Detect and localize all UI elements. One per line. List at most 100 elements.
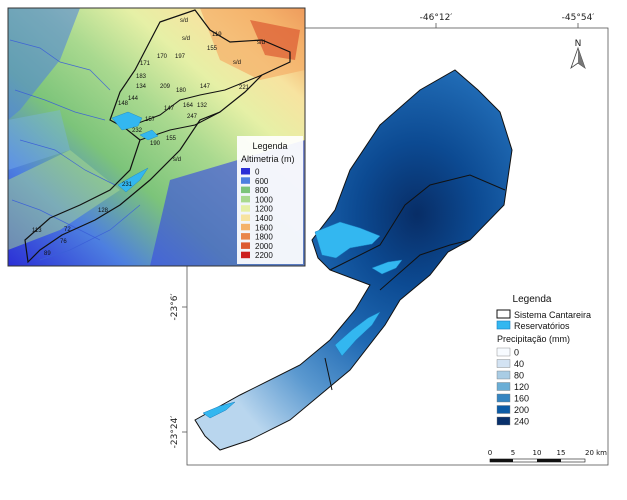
station-label: 144	[128, 96, 139, 102]
station-label: 232	[132, 128, 143, 134]
precip-swatch	[496, 370, 511, 380]
precip-class-label: 0	[514, 348, 519, 358]
elevation-swatch	[241, 177, 250, 184]
elevation-swatch	[241, 195, 250, 203]
station-label: 157	[145, 117, 156, 123]
station-label: 247	[187, 114, 198, 120]
precip-swatch	[496, 405, 511, 414]
station-label: 164	[183, 103, 194, 109]
scale-label: 10	[533, 449, 542, 457]
station-label: 89	[44, 251, 51, 257]
scale-label: 0	[488, 449, 492, 457]
precip-swatch	[496, 347, 511, 357]
precip-class-label: 240	[514, 417, 529, 427]
legend-boundary-label: Sistema Cantareira	[514, 310, 591, 320]
elevation-swatch	[241, 242, 250, 249]
elevation-class-label: 1400	[255, 214, 273, 223]
inset-legend-title: Legenda	[252, 141, 287, 151]
precip-class-label: 160	[514, 394, 529, 404]
graticule-ticks	[182, 23, 579, 433]
precip-class-label: 40	[514, 359, 524, 369]
station-label: 155	[166, 136, 177, 142]
station-label: 148	[118, 101, 129, 107]
reservoir-paiva-castro	[202, 401, 236, 419]
station-label: 134	[136, 84, 147, 90]
station-label: 197	[175, 54, 186, 60]
precip-class-label: 80	[514, 371, 524, 381]
scale-label: 15	[557, 449, 566, 457]
subbasin-boundary-2	[379, 239, 471, 291]
precip-class-label: 200	[514, 405, 529, 415]
station-label: 147	[164, 106, 175, 112]
elevation-class-label: 800	[255, 186, 269, 195]
legend-reservoir-label: Reservatórios	[514, 321, 570, 331]
elevation-class-label: 600	[255, 177, 269, 186]
station-label: 171	[140, 61, 151, 67]
north-arrow-icon	[570, 46, 586, 70]
station-label: 119	[212, 32, 222, 38]
station-label: s/d	[173, 157, 181, 163]
lat-label-1: -23°6′	[170, 294, 180, 321]
station-label: s/d	[182, 36, 190, 42]
reservoirs	[202, 221, 403, 419]
inset-station-labels: s/d 119 s/d 170 197 155 s/d 171 s/d 183 134 209 180 1…	[32, 18, 265, 257]
legend-reservoir-swatch	[496, 320, 511, 330]
lon-label-1: -46°12′	[420, 13, 453, 23]
legend-title: Legenda	[513, 294, 552, 305]
station-label: 190	[150, 141, 161, 147]
elevation-class-label: 1000	[255, 195, 273, 204]
precip-swatch	[496, 393, 511, 403]
legend-boundary-swatch	[496, 309, 511, 319]
precip-class-label: 120	[514, 382, 529, 392]
lon-label-2: -45°54′	[562, 13, 595, 23]
scale-bar	[489, 458, 586, 463]
reservoir-cachoeira	[371, 259, 403, 275]
station-label: 76	[60, 239, 67, 245]
elevation-swatch	[241, 205, 250, 212]
station-label: s/d	[233, 60, 241, 66]
lat-label-2: -23°24′	[170, 416, 180, 449]
precip-swatch	[496, 382, 511, 391]
elevation-class-label: 2200	[255, 251, 273, 260]
reservoir-atibainha	[334, 311, 381, 357]
elevation-class-label: 1200	[255, 205, 273, 214]
scale-label: 5	[511, 449, 515, 457]
subbasin-boundary-1	[329, 174, 506, 271]
station-label: 132	[197, 103, 208, 109]
elevation-class-label: 0	[255, 168, 260, 177]
elevation-class-label: 1600	[255, 223, 273, 232]
station-label: s/d	[180, 18, 188, 24]
station-label: 209	[160, 84, 171, 90]
station-label: 221	[239, 85, 250, 91]
inset-frame	[7, 7, 306, 267]
station-label: 231	[122, 182, 133, 188]
elevation-swatch	[241, 186, 250, 194]
station-label: 180	[176, 88, 187, 94]
elevation-class-label: 1800	[255, 233, 273, 242]
station-label: 113	[32, 228, 42, 234]
elevation-swatch	[241, 233, 250, 240]
elevation-swatch	[241, 223, 250, 231]
legend-precip-title: Precipitação (mm)	[497, 334, 570, 344]
elevation-swatch	[241, 214, 250, 221]
station-label: s/d	[257, 40, 265, 46]
elevation-class-label: 2000	[255, 242, 273, 251]
station-label: 183	[136, 74, 147, 80]
scale-label: 20 km	[585, 449, 607, 457]
station-label: 128	[98, 208, 109, 214]
reservoir-jaguari	[314, 221, 381, 259]
inset-legend-subtitle: Altimetria (m)	[241, 154, 295, 164]
elevation-swatch	[241, 251, 250, 259]
north-label: N	[575, 39, 582, 49]
precip-swatch	[496, 416, 511, 426]
station-label: 147	[200, 84, 211, 90]
elevation-swatch	[241, 168, 250, 175]
station-label: 170	[157, 54, 168, 60]
station-label: 155	[207, 46, 218, 52]
station-label: 72	[64, 227, 71, 233]
precip-swatch	[496, 359, 511, 368]
scale-bar-labels: 0 5 10 15 20 km	[488, 449, 607, 457]
